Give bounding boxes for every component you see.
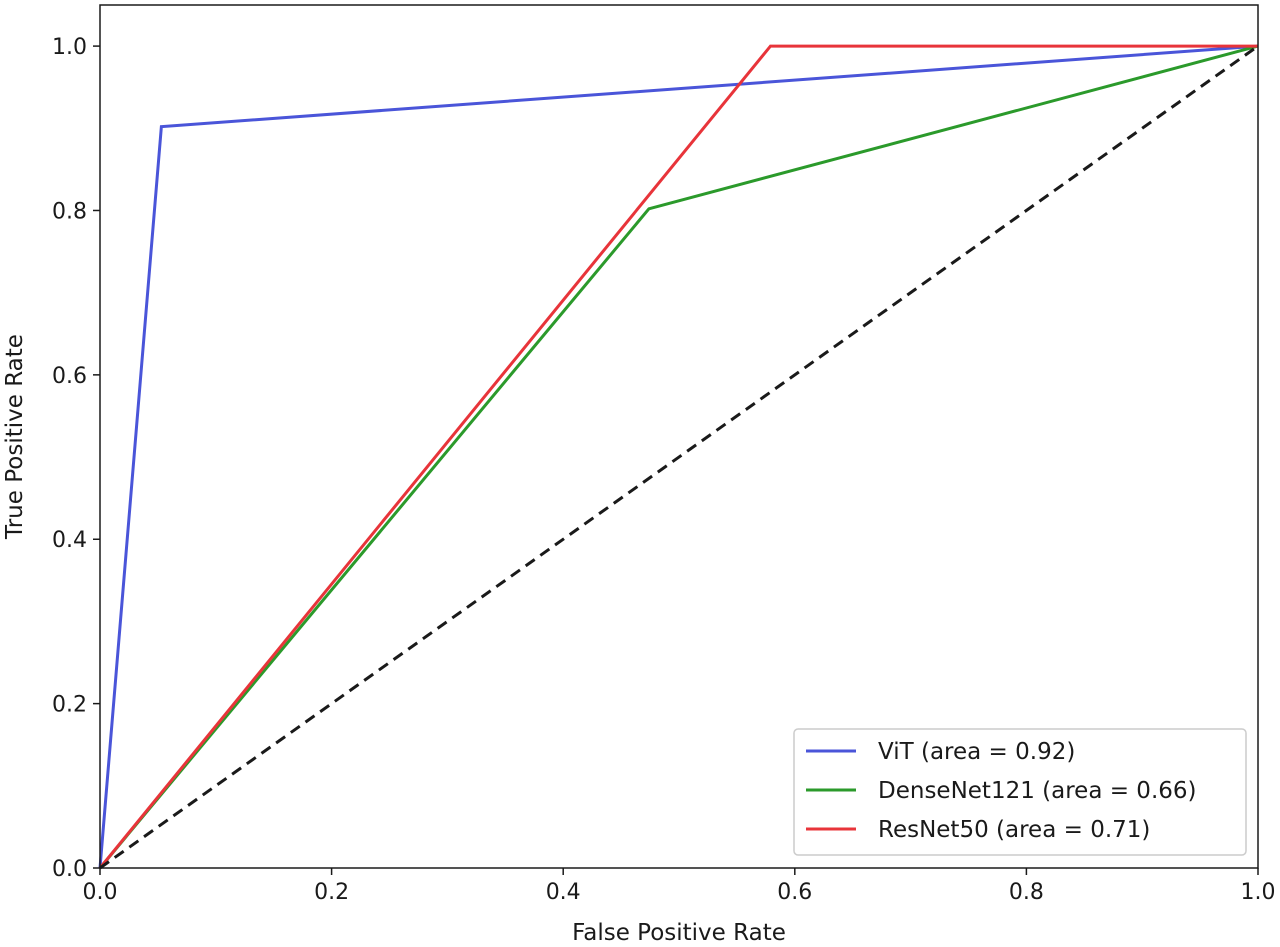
x-tick-label: 0.2 — [314, 880, 349, 905]
x-tick-label: 0.6 — [777, 880, 812, 905]
plot-frame — [99, 4, 1259, 869]
plot-lines — [98, 44, 1259, 870]
legend: ViT (area = 0.92) DenseNet121 (area = 0.6… — [793, 728, 1247, 856]
x-tick-label: 1.0 — [1241, 880, 1276, 905]
y-tick-label: 1.0 — [52, 35, 87, 60]
series-line-1 — [98, 44, 1259, 869]
y-tick-label: 0.2 — [52, 693, 87, 718]
legend-label: DenseNet121 (area = 0.66) — [878, 778, 1197, 804]
y-tick-label: 0.8 — [52, 199, 87, 224]
series-line-0 — [98, 44, 1259, 869]
y-tick-label: 0.6 — [52, 364, 87, 389]
y-tick-label: 0.0 — [52, 857, 87, 882]
series-line-2 — [98, 44, 1258, 869]
legend-label: ResNet50 (area = 0.71) — [878, 817, 1150, 843]
legend-label: ViT (area = 0.92) — [878, 739, 1075, 765]
legend-box — [793, 728, 1247, 856]
x-tick-label: 0.0 — [83, 880, 118, 905]
x-tick-label: 0.4 — [546, 880, 581, 905]
y-tick-label: 0.4 — [52, 528, 87, 553]
x-axis-ticks: 0.0 0.2 0.4 0.6 0.8 1.0 — [83, 868, 1276, 905]
y-axis-title: True Positive Rate — [2, 334, 28, 540]
diagonal-reference-line — [99, 44, 1259, 870]
x-tick-label: 0.8 — [1009, 880, 1044, 905]
x-axis-title: False Positive Rate — [572, 920, 786, 946]
y-axis-ticks: 0.0 0.2 0.4 0.6 0.8 1.0 — [52, 35, 100, 882]
